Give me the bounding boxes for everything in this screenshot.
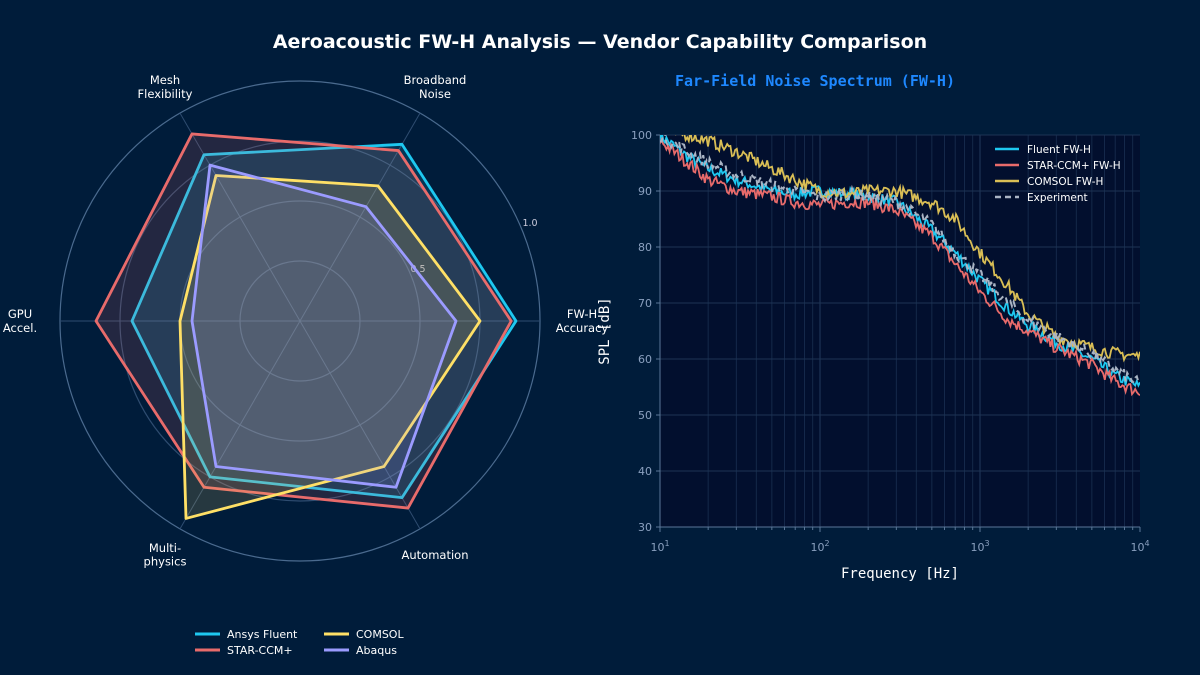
radar-series-star-ccm- [94,132,513,510]
radar-series-ansys-fluent [130,142,518,500]
spectrum-legend-label: STAR-CCM+ FW-H [1027,160,1121,172]
spectrum-series-comsol-fw-h [660,135,1140,363]
radar-legend-label: STAR-CCM+ [227,644,293,657]
radar-axis-label: Multi-physics [144,541,187,569]
radar-legend-label: Abaqus [356,644,397,657]
radar-series-comsol [178,174,482,520]
x-tick-label: 101 [650,539,669,554]
radar-spoke [299,112,421,322]
radar-axis-label: Mesh Flexibility [138,73,193,101]
y-tick-label: 90 [638,185,652,198]
x-tick-label: 103 [970,539,989,554]
radar-tick-label: 1.0 [522,218,537,229]
x-axis-label: Frequency [Hz] [841,566,959,582]
y-tick-label: 60 [638,353,652,366]
radar-legend-label: COMSOL [356,628,404,641]
spectrum-series-experiment [660,135,1140,384]
radar-axis-label: GPU Accel. [3,307,37,335]
radar-spoke [179,112,301,322]
radar-spoke [299,320,421,530]
figure-title: Aeroacoustic FW-H Analysis — Vendor Capa… [272,31,928,53]
y-tick-label: 30 [638,521,652,534]
y-tick-label: 40 [638,465,652,478]
x-tick-label: 102 [810,539,829,554]
radar-series-abaqus [190,163,458,489]
spectrum-legend-label: Experiment [1027,192,1088,204]
spectrum-title: Far-Field Noise Spectrum (FW-H) [675,72,955,90]
y-tick-label: 70 [638,297,652,310]
radar-tick-label: 0.5 [410,264,425,275]
y-tick-label: 80 [638,241,652,254]
spectrum-legend-label: Fluent FW-H [1027,144,1091,156]
spectrum-legend-label: COMSOL FW-H [1027,176,1103,188]
spectrum-series-star-ccm-fw-h [660,137,1140,397]
radar-axis-label: Broadband Noise [404,73,467,101]
x-tick-label: 104 [1130,539,1149,554]
y-axis-label: SPL [dB] [597,297,613,364]
plot-area [660,135,1140,527]
radar-axis-label: FW-H Accuracy [556,307,609,335]
y-tick-label: 100 [631,129,652,142]
radar-legend-label: Ansys Fluent [227,628,298,641]
radar-spoke [179,320,301,530]
radar-axis-label: Automation [402,548,469,562]
y-tick-label: 50 [638,409,652,422]
